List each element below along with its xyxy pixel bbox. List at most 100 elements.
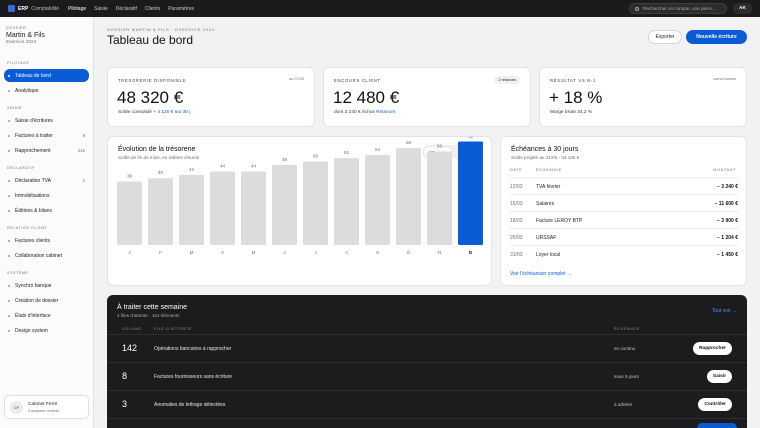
kpi-subtext: dont 3 240 € échus Relancer <box>334 110 395 115</box>
nav-clients[interactable]: Clients <box>144 5 161 12</box>
remind-link[interactable]: Relancer <box>376 110 396 115</box>
data-label-9: 58 <box>406 140 412 145</box>
queue-due: sous 5 jours <box>614 374 639 379</box>
data-label-0: 38 <box>127 174 133 179</box>
top-nav: Pilotage Saisie Déclaratif Clients Param… <box>68 6 194 12</box>
check-button[interactable]: Contrôler <box>698 398 732 411</box>
sidebar-item-invoices-to-process[interactable]: Factures à traiter 8 <box>4 129 89 142</box>
bullet-icon <box>8 119 10 122</box>
row-amount: − 1 450 € <box>717 252 738 258</box>
nav-parametres[interactable]: Paramètres <box>168 5 195 12</box>
col-header-date: DATE <box>510 168 523 172</box>
row-label: TVA février <box>536 184 561 190</box>
sidebar-item-analytics[interactable]: Analytique <box>4 84 89 97</box>
x-tick-label-0: J <box>128 250 130 255</box>
row-date: 15/03 <box>510 201 523 207</box>
see-all-link[interactable]: Tout voir → <box>711 308 737 314</box>
sidebar-item-reports[interactable]: Éditions & bilans <box>4 204 89 217</box>
sidebar-item-label: Immobilisations <box>15 192 50 199</box>
kpi-card-receivables[interactable]: ENCOURS CLIENT 2 relances 12 480 € dont … <box>323 67 531 127</box>
kpi-date: au 07/03 <box>289 77 304 81</box>
todo-panel: À traiter cette semaine 4 files d'attent… <box>107 295 747 428</box>
full-schedule-link[interactable]: Voir l'échéancier complet → <box>510 271 572 277</box>
queue-row[interactable]: 8 Factures fournisseurs sans écriture so… <box>107 362 747 390</box>
bar-4[interactable] <box>241 171 266 245</box>
row-amount: − 1 204 € <box>717 235 738 241</box>
kpi-label: RÉSULTAT VS N-1 <box>550 78 597 83</box>
col-header-volume: VOLUME <box>122 327 142 331</box>
sidebar-item-bank-sync[interactable]: Synchro banque <box>4 279 89 292</box>
table-row[interactable]: 12/03 TVA février − 3 240 € <box>510 177 738 194</box>
row-label: URSSAF <box>536 235 557 241</box>
queue-row[interactable]: 142 Opérations bancaires à rapprocher en… <box>107 334 747 362</box>
bar-0[interactable] <box>117 181 142 245</box>
search-input[interactable]: Rechercher un compte, une pièce… <box>629 3 727 14</box>
data-label-6: 50 <box>313 154 319 159</box>
company-name[interactable]: Martin & Fils <box>6 32 45 39</box>
table-row[interactable]: 31/03 Loyer local − 1 450 € <box>510 245 738 262</box>
row-date: 25/03 <box>510 235 523 241</box>
x-tick-label-6: J <box>314 250 316 255</box>
sidebar-item-create-file[interactable]: Création de dossier <box>4 294 89 307</box>
firm-subtitle: 3 dossiers ouverts <box>28 409 59 413</box>
sidebar-item-label: Factures à traiter <box>15 132 53 139</box>
sidebar-item-vat[interactable]: Déclaration TVA 1 <box>4 174 89 187</box>
sidebar-item-entries[interactable]: Saisie d'écritures <box>4 114 89 127</box>
sidebar-item-reconciliation[interactable]: Rapprochement 142 <box>4 144 89 157</box>
firm-card[interactable]: CF Cabinet Ferré 3 dossiers ouverts <box>4 395 89 419</box>
deadlines-title: Échéances à 30 jours <box>511 146 579 153</box>
bullet-icon <box>8 209 10 212</box>
row-date: 12/03 <box>510 184 523 190</box>
bar-8[interactable] <box>365 154 390 245</box>
nav-saisie[interactable]: Saisie <box>94 5 108 12</box>
bar-7[interactable] <box>334 158 359 245</box>
bar-6[interactable] <box>303 161 328 246</box>
reconcile-button[interactable]: Rapprocher <box>693 342 732 355</box>
nav-declaratif[interactable]: Déclaratif <box>115 5 137 12</box>
sidebar-item-client-invoices[interactable]: Factures clients <box>4 234 89 247</box>
user-avatar[interactable]: AK <box>733 3 752 14</box>
table-row[interactable]: 15/03 Salaires − 11 600 € <box>510 194 738 211</box>
section-title-systeme: SYSTÈME <box>7 271 29 275</box>
deadlines-subtitle: Solde projeté au 31/03 · 34 126 € <box>511 155 580 160</box>
queue-volume: 8 <box>122 371 128 381</box>
sidebar-item-interface-states[interactable]: États d'interface <box>4 309 89 322</box>
enter-button[interactable]: Saisir <box>706 370 732 383</box>
bullet-icon <box>8 314 10 317</box>
firm-avatar: CF <box>10 401 23 414</box>
chart-subtitle: Solde de fin de mois, en milliers d'euro… <box>118 155 200 160</box>
col-header-due: ÉCHÉANCE <box>614 327 640 331</box>
sidebar-item-collaboration[interactable]: Collaboration cabinet <box>4 249 89 262</box>
table-row[interactable]: 18/03 Facture LEROY BTP − 3 900 € <box>510 211 738 228</box>
bullet-icon <box>8 74 10 77</box>
kpi-period: cumul annuel <box>713 77 736 81</box>
bar-3[interactable] <box>210 171 235 245</box>
bar-1[interactable] <box>148 178 173 245</box>
data-label-7: 52 <box>344 150 350 155</box>
kpi-card-result[interactable]: RÉSULTAT VS N-1 cumul annuel + 18 % Marg… <box>539 67 747 127</box>
sidebar-item-dashboard[interactable]: Tableau de bord <box>4 69 89 82</box>
export-button[interactable]: Exporter <box>648 30 682 44</box>
section-title-declaratif: DÉCLARATIF <box>7 166 36 170</box>
sidebar-item-label: Éditions & bilans <box>15 207 52 214</box>
kpi-label: ENCOURS CLIENT <box>334 78 381 83</box>
queue-row[interactable] <box>107 418 747 428</box>
bar-5[interactable] <box>272 164 297 245</box>
new-entry-button[interactable]: Nouvelle écriture <box>686 30 747 44</box>
table-row[interactable]: 25/03 URSSAF − 1 204 € <box>510 228 738 245</box>
bar-11[interactable] <box>458 141 483 245</box>
bullet-icon <box>8 284 10 287</box>
data-label-5: 48 <box>282 157 288 162</box>
sidebar-item-design-system[interactable]: Design system <box>4 324 89 337</box>
bar-10[interactable] <box>427 151 452 245</box>
queue-action-button[interactable] <box>697 423 737 428</box>
bar-2[interactable] <box>179 174 204 245</box>
col-header-amount: MONTANT <box>713 168 736 172</box>
nav-pilotage[interactable]: Pilotage <box>68 5 87 12</box>
app-logo-icon <box>8 5 15 12</box>
kpi-card-treasury[interactable]: TRÉSORERIE DISPONIBLE au 07/03 48 320 € … <box>107 67 315 127</box>
data-label-1: 40 <box>158 170 164 175</box>
sidebar-item-fixed-assets[interactable]: Immobilisations <box>4 189 89 202</box>
bar-9[interactable] <box>396 148 421 245</box>
queue-row[interactable]: 3 Anomalies de lettrage détectées à arbi… <box>107 390 747 418</box>
